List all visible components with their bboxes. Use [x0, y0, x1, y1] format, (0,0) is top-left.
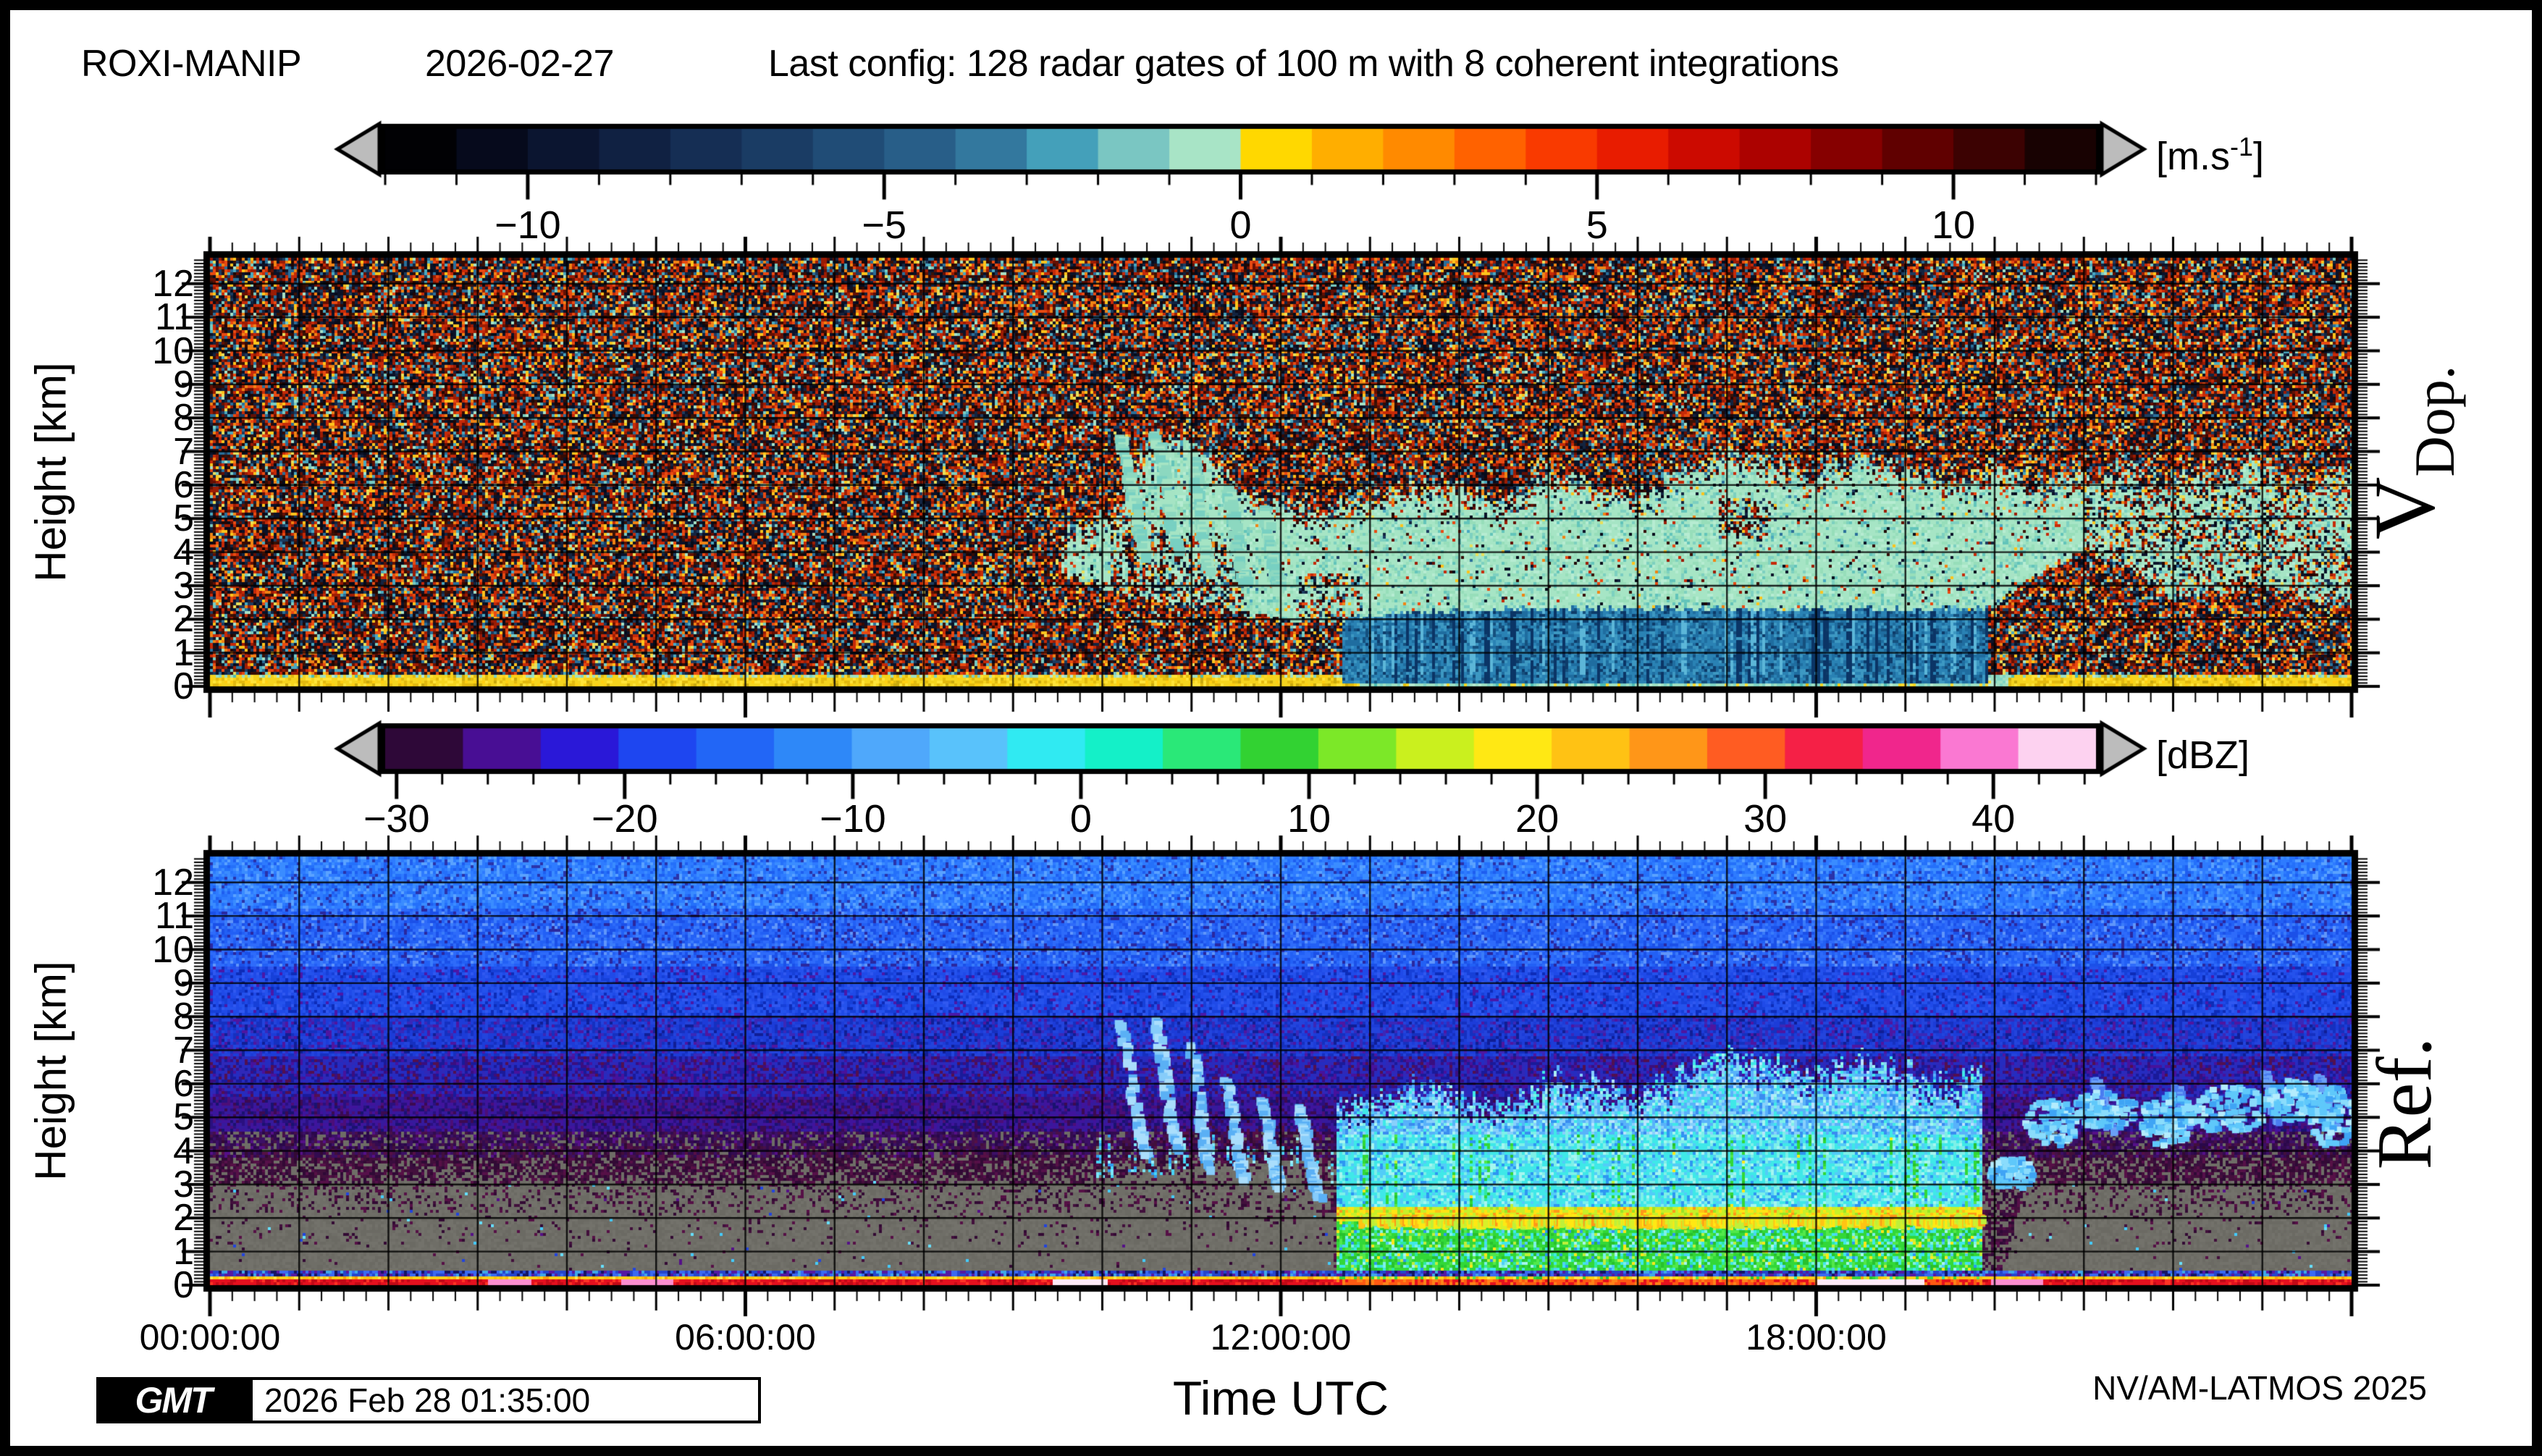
height-axis-title-bottom: Height [km]	[26, 961, 75, 1181]
height-tick-label-top: 3	[173, 564, 194, 607]
time-tick-label: 00:00:00	[139, 1317, 281, 1358]
height-tick-label-bottom: 3	[173, 1163, 194, 1205]
height-tick-label-top: 10	[152, 329, 194, 372]
time-tick-label: 18:00:00	[1746, 1317, 1887, 1358]
generation-timestamp: 2026 Feb 28 01:35:00	[250, 1377, 761, 1423]
vdop-colorbar-tick-label: −10	[494, 203, 561, 247]
time-tick-label: 06:00:00	[675, 1317, 816, 1358]
height-tick-label-top: 4	[173, 531, 194, 573]
credit-text: NV/AM-LATMOS 2025	[2092, 1369, 2427, 1407]
ref-colorbar-units: [dBZ]	[2156, 733, 2250, 777]
station-name: ROXI-MANIP	[81, 43, 302, 85]
height-tick-label-bottom: 2	[173, 1197, 194, 1240]
ref-colorbar-tick-label: 20	[1515, 797, 1560, 841]
height-axis-title-top: Height [km]	[26, 362, 75, 582]
ref-colorbar-tick-label: 0	[1069, 797, 1092, 841]
ref-colorbar-tick-label: −10	[820, 797, 886, 841]
height-tick-label-top: 5	[173, 497, 194, 540]
time-tick-label: 12:00:00	[1210, 1317, 1352, 1358]
height-tick-label-bottom: 6	[173, 1062, 194, 1105]
height-tick-label-bottom: 1	[173, 1230, 194, 1273]
vdop-colorbar-tick-label: 5	[1586, 203, 1608, 247]
height-tick-label-bottom: 10	[152, 928, 194, 971]
height-tick-label-top: 11	[155, 296, 194, 339]
height-tick-label-bottom: 0	[173, 1264, 194, 1306]
observation-date: 2026-02-27	[425, 43, 615, 85]
height-tick-label-bottom: 8	[173, 996, 194, 1038]
vdop-colorbar-tick-label: 10	[1932, 203, 1976, 247]
height-tick-label-top: 6	[173, 463, 194, 506]
height-tick-label-bottom: 5	[173, 1096, 194, 1139]
ref-colorbar-tick-label: −20	[592, 797, 658, 841]
height-tick-label-top: 1	[173, 631, 194, 674]
vdop-colorbar-tick-label: 0	[1229, 203, 1252, 247]
height-tick-label-bottom: 12	[152, 861, 194, 904]
height-tick-label-top: 7	[173, 430, 194, 473]
height-tick-label-bottom: 7	[173, 1029, 194, 1072]
panel-title-ref: Ref.	[2362, 1037, 2448, 1170]
height-tick-label-bottom: 9	[173, 961, 194, 1004]
height-tick-label-top: 12	[152, 262, 194, 305]
height-tick-label-top: 8	[173, 397, 194, 439]
height-tick-label-top: 0	[173, 665, 194, 707]
ref-colorbar-tick-label: 10	[1287, 797, 1331, 841]
gmt-logo: GMT	[96, 1377, 250, 1423]
ref-colorbar-tick-label: 30	[1743, 797, 1788, 841]
ref-colorbar-tick-label: −30	[363, 797, 430, 841]
time-axis-title: Time UTC	[1172, 1371, 1389, 1425]
height-tick-label-top: 2	[173, 598, 194, 641]
panel-title-vdop: VDop.	[2356, 365, 2466, 540]
height-tick-label-top: 9	[173, 363, 194, 405]
vdop-colorbar-units: [m.s-1]	[2156, 132, 2265, 178]
config-info: Last config: 128 radar gates of 100 m wi…	[768, 43, 1839, 85]
height-tick-label-bottom: 4	[173, 1129, 194, 1172]
ref-colorbar-tick-label: 40	[1971, 797, 2016, 841]
gmt-stamp: GMT 2026 Feb 28 01:35:00	[96, 1377, 761, 1423]
vdop-colorbar-tick-label: −5	[862, 203, 906, 247]
height-tick-label-bottom: 11	[155, 895, 194, 938]
